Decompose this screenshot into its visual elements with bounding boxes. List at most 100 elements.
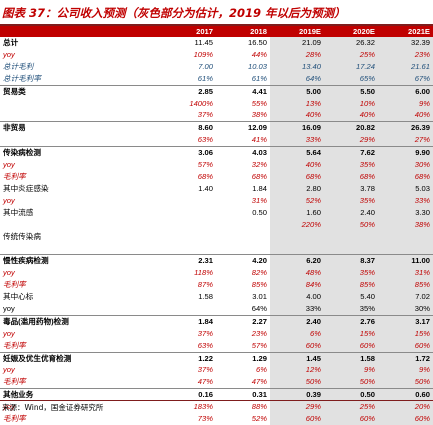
- value-cell: 27%: [378, 134, 433, 147]
- table-row: yoy 109% 44% 28% 25% 23%: [0, 48, 433, 61]
- value-cell: 16.09: [270, 121, 324, 135]
- value-cell: 20%: [378, 401, 433, 414]
- value-cell: 11.45: [194, 38, 213, 47]
- value-cell: 1.60: [270, 206, 324, 219]
- row-label: yoy: [3, 402, 15, 412]
- table-row: 贸易类 2.85 4.41 5.00 5.50 6.00: [0, 84, 433, 98]
- value-cell: 11.00: [378, 254, 433, 268]
- table-row: 妊娠及优生优育检测 1.22 1.29 1.45 1.58 1.72: [0, 351, 433, 365]
- value-cell: 37%: [197, 328, 213, 338]
- value-cell: 9%: [324, 364, 378, 377]
- value-cell: 2.40: [270, 314, 324, 328]
- value-cell: 6%: [256, 365, 267, 375]
- value-cell: 65%: [324, 72, 378, 86]
- value-cell: 61%: [251, 73, 267, 83]
- value-cell: 29%: [270, 401, 324, 414]
- row-label: yoy: [3, 268, 15, 278]
- value-cell: 7.02: [378, 291, 433, 303]
- value-cell: 31%: [378, 267, 433, 280]
- row-label: 毛利率: [3, 340, 26, 350]
- value-cell: 23%: [378, 48, 433, 61]
- value-cell: 0.39: [270, 388, 324, 402]
- value-cell: 50%: [378, 376, 433, 389]
- row-label: [0, 98, 162, 110]
- value-cell: 13.40: [270, 60, 324, 73]
- value-cell: 4.41: [216, 84, 270, 98]
- value-cell: 57%: [251, 340, 267, 350]
- value-cell: 3.30: [378, 206, 433, 219]
- table-row: 其中流感 0.50 1.60 2.40 3.30: [0, 206, 433, 219]
- table-row: 传染病检测 3.06 4.03 5.64 7.62 9.90: [0, 146, 433, 160]
- value-cell: 67%: [378, 72, 433, 86]
- row-label: 其中心标: [3, 292, 34, 302]
- table-row: 总计毛利率 61% 61% 64% 65% 67%: [0, 72, 433, 86]
- value-cell: 16.50: [247, 38, 267, 47]
- value-cell: 40%: [378, 109, 433, 122]
- value-cell: 68%: [270, 170, 324, 183]
- value-cell: 1.84: [162, 314, 216, 328]
- value-cell: 2.85: [162, 84, 216, 98]
- value-cell: [216, 219, 270, 231]
- value-cell: 64%: [270, 72, 324, 86]
- value-cell: 5.03: [378, 182, 433, 195]
- table-row: yoy 37% 6% 12% 9% 9%: [0, 364, 433, 377]
- row-label: yoy: [3, 365, 15, 375]
- value-cell: 33%: [270, 134, 324, 147]
- source-divider: [0, 400, 433, 401]
- value-cell: 4.20: [216, 254, 270, 268]
- value-cell: 85%: [324, 279, 378, 292]
- value-cell: 55%: [251, 98, 267, 108]
- value-cell: 35%: [324, 302, 378, 316]
- value-cell: 1.45: [270, 351, 324, 365]
- value-cell: 6.20: [270, 254, 324, 268]
- value-cell: 37%: [197, 365, 213, 375]
- value-cell: 35%: [324, 159, 378, 171]
- value-cell: 2.76: [324, 314, 378, 328]
- value-cell: 5.40: [324, 291, 378, 303]
- table-row: 非贸易 8.60 12.09 16.09 20.82 26.39: [0, 121, 433, 135]
- value-cell: 3.17: [378, 314, 433, 328]
- row-label: 毛利率: [3, 171, 26, 181]
- revenue-forecast-table: 2017 2018 2019E 2020E 2021E 总计 11.45 16.50…: [0, 26, 433, 425]
- value-cell: 1.22: [162, 351, 216, 365]
- table-row: 毒品(滥用药物)检测 1.84 2.27 2.40 2.76 3.17: [0, 314, 433, 328]
- value-cell: 50%: [270, 376, 324, 389]
- header-cell: 2018: [216, 26, 270, 37]
- value-cell: [162, 242, 216, 254]
- value-cell: [378, 230, 433, 243]
- value-cell: 1.58: [324, 351, 378, 365]
- row-label: 传统传染病: [3, 231, 41, 241]
- value-cell: 44%: [251, 49, 267, 59]
- value-cell: [162, 303, 216, 315]
- table-row: 总计毛利 7.00 10.03 13.40 17.24 21.61: [0, 60, 433, 73]
- value-cell: 37%: [197, 110, 213, 120]
- row-label: 其中流感: [3, 207, 34, 217]
- value-cell: 3.78: [324, 182, 378, 195]
- table-row: yoy 37% 23% 6% 15% 15%: [0, 327, 433, 340]
- table-row: 毛利率 63% 57% 60% 60% 60%: [0, 339, 433, 353]
- value-cell: 47%: [251, 377, 267, 387]
- value-cell: 60%: [324, 339, 378, 353]
- value-cell: 40%: [324, 109, 378, 122]
- value-cell: 85%: [378, 279, 433, 292]
- value-cell: 6.00: [378, 84, 433, 98]
- value-cell: [324, 242, 378, 255]
- value-cell: 2.31: [162, 254, 216, 268]
- table-row: 慢性疾病检测 2.31 4.20 6.20 8.37 11.00: [0, 254, 433, 268]
- table-row: yoy 118% 82% 48% 35% 31%: [0, 267, 433, 280]
- table-row: yoy 183% 88% 29% 25% 20%: [0, 401, 433, 414]
- value-cell: 2.80: [270, 182, 324, 195]
- row-label: 总计: [3, 38, 19, 47]
- value-cell: 6%: [270, 327, 324, 340]
- value-cell: 10%: [324, 97, 378, 110]
- value-cell: 68%: [197, 171, 213, 181]
- table-row: [0, 242, 433, 255]
- row-label: 传染病检测: [0, 146, 162, 160]
- value-cell: 1.40: [198, 183, 213, 193]
- value-cell: 68%: [324, 170, 378, 183]
- value-cell: 9%: [378, 97, 433, 110]
- value-cell: 87%: [197, 280, 213, 290]
- table-row: 1400% 55% 13% 10% 9%: [0, 97, 433, 110]
- value-cell: 21.61: [378, 60, 433, 73]
- value-cell: 25%: [324, 401, 378, 414]
